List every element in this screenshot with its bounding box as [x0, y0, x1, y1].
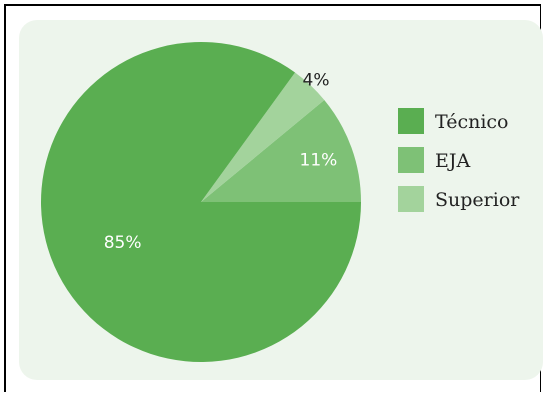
legend-swatch-2 — [398, 186, 424, 212]
legend: Técnico EJA Superior — [398, 108, 520, 212]
legend-label-1: EJA — [435, 150, 470, 172]
legend-label-0: Técnico — [435, 111, 508, 133]
pie-slice-eja — [201, 100, 361, 202]
pie-slices — [41, 41, 362, 362]
slice-labels: 11% 4% 85% — [104, 71, 338, 253]
pie-slice-superior — [201, 72, 325, 202]
pie-slice-tecnico — [41, 41, 362, 362]
slice-label-superior: 4% — [303, 71, 330, 91]
legend-swatch-1 — [398, 147, 424, 173]
slice-label-tecnico: 85% — [104, 233, 142, 253]
legend-label-2: Superior — [435, 189, 520, 211]
legend-swatch-0 — [398, 108, 424, 134]
slice-label-eja: 11% — [300, 151, 338, 171]
